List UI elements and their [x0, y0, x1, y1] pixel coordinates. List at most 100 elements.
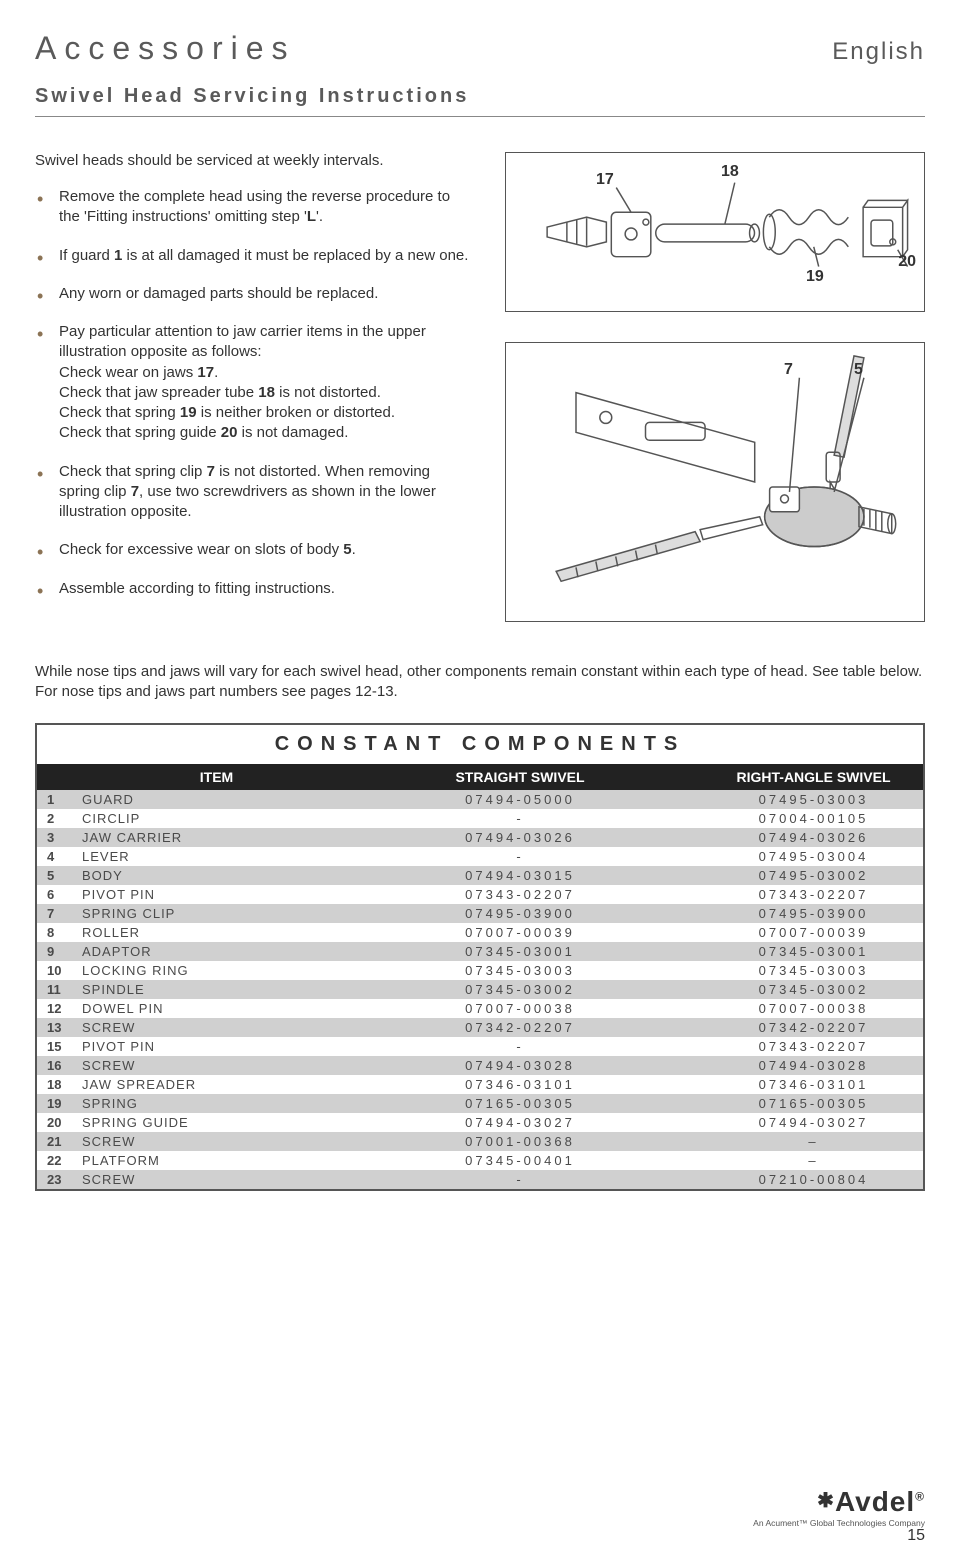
cell-straight: 07342-02207: [336, 1018, 704, 1037]
cell-right: 07495-03002: [704, 866, 924, 885]
header-straight: STRAIGHT SWIVEL: [336, 764, 704, 790]
cell-right: 07495-03003: [704, 790, 924, 809]
table-header-row: ITEM STRAIGHT SWIVEL RIGHT-ANGLE SWIVEL: [36, 764, 924, 790]
title-sub: Swivel Head Servicing Instructions: [35, 85, 925, 108]
bullet-item: Pay particular attention to jaw carrier …: [35, 322, 475, 444]
cell-right: 07342-02207: [704, 1018, 924, 1037]
label-5: 5: [854, 361, 863, 379]
bullet-item: Assemble according to fitting instructio…: [35, 579, 475, 599]
footer-logo: ✱Avdel® An Acument™ Global Technologies …: [753, 1486, 925, 1528]
cell-item: LEVER: [76, 847, 336, 866]
cell-right: 07004-00105: [704, 809, 924, 828]
cell-right: 07007-00038: [704, 999, 924, 1018]
label-7: 7: [784, 361, 793, 379]
cell-straight: 07494-05000: [336, 790, 704, 809]
cell-num: 19: [36, 1094, 76, 1113]
cell-item: ROLLER: [76, 923, 336, 942]
cell-straight: 07001-00368: [336, 1132, 704, 1151]
bullet-item: Check for excessive wear on slots of bod…: [35, 540, 475, 560]
table-row: 20SPRING GUIDE07494-0302707494-03027: [36, 1113, 924, 1132]
cell-item: JAW CARRIER: [76, 828, 336, 847]
table-row: 4LEVER-07495-03004: [36, 847, 924, 866]
cell-right: 07494-03028: [704, 1056, 924, 1075]
table-row: 8ROLLER07007-0003907007-00039: [36, 923, 924, 942]
cell-right: 07210-00804: [704, 1170, 924, 1190]
components-table: CONSTANT COMPONENTS ITEM STRAIGHT SWIVEL…: [35, 723, 925, 1191]
cell-straight: 07007-00039: [336, 923, 704, 942]
cell-right: –: [704, 1132, 924, 1151]
cell-num: 12: [36, 999, 76, 1018]
cell-right: 07343-02207: [704, 885, 924, 904]
bullet-item: Remove the complete head using the rever…: [35, 187, 475, 228]
cell-num: 13: [36, 1018, 76, 1037]
cell-num: 10: [36, 961, 76, 980]
table-row: 19SPRING07165-0030507165-00305: [36, 1094, 924, 1113]
cell-item: SCREW: [76, 1018, 336, 1037]
upper-diagram-svg: [506, 153, 924, 311]
cell-right: –: [704, 1151, 924, 1170]
table-intro: While nose tips and jaws will vary for e…: [35, 662, 925, 703]
cell-straight: -: [336, 847, 704, 866]
table-row: 12DOWEL PIN07007-0003807007-00038: [36, 999, 924, 1018]
cell-straight: 07345-03001: [336, 942, 704, 961]
cell-right: 07165-00305: [704, 1094, 924, 1113]
cell-item: LOCKING RING: [76, 961, 336, 980]
cell-straight: 07345-03002: [336, 980, 704, 999]
table-title: CONSTANT COMPONENTS: [36, 724, 924, 764]
cell-item: SPRING: [76, 1094, 336, 1113]
cell-num: 3: [36, 828, 76, 847]
cell-straight: -: [336, 1037, 704, 1056]
table-row: 11SPINDLE07345-0300207345-03002: [36, 980, 924, 999]
label-18: 18: [721, 163, 739, 181]
cell-num: 1: [36, 790, 76, 809]
cell-right: 07494-03027: [704, 1113, 924, 1132]
cell-straight: 07494-03015: [336, 866, 704, 885]
page-header: Accessories Swivel Head Servicing Instru…: [35, 30, 925, 117]
cell-right: 07495-03900: [704, 904, 924, 923]
cell-num: 2: [36, 809, 76, 828]
cell-item: SCREW: [76, 1056, 336, 1075]
cell-item: SPRING GUIDE: [76, 1113, 336, 1132]
cell-num: 7: [36, 904, 76, 923]
cell-straight: 07007-00038: [336, 999, 704, 1018]
header-item: ITEM: [36, 764, 336, 790]
label-19: 19: [806, 268, 824, 286]
text-column: Swivel heads should be serviced at weekl…: [35, 152, 475, 622]
content-row: Swivel heads should be serviced at weekl…: [35, 152, 925, 622]
cell-straight: 07346-03101: [336, 1075, 704, 1094]
cell-num: 15: [36, 1037, 76, 1056]
cell-item: ADAPTOR: [76, 942, 336, 961]
table-row: 10LOCKING RING07345-0300307345-03003: [36, 961, 924, 980]
cell-right: 07494-03026: [704, 828, 924, 847]
cell-num: 16: [36, 1056, 76, 1075]
table-row: 13SCREW07342-0220707342-02207: [36, 1018, 924, 1037]
brand-name: ✱Avdel®: [753, 1486, 925, 1518]
cell-right: 07345-03003: [704, 961, 924, 980]
bullet-item: Any worn or damaged parts should be repl…: [35, 284, 475, 304]
label-20: 20: [898, 253, 916, 271]
cell-num: 5: [36, 866, 76, 885]
bullet-item: Check that spring clip 7 is not distorte…: [35, 462, 475, 523]
cell-item: CIRCLIP: [76, 809, 336, 828]
cell-right: 07346-03101: [704, 1075, 924, 1094]
cell-item: PLATFORM: [76, 1151, 336, 1170]
cell-item: DOWEL PIN: [76, 999, 336, 1018]
cell-num: 9: [36, 942, 76, 961]
table-row: 16SCREW07494-0302807494-03028: [36, 1056, 924, 1075]
intro-text: Swivel heads should be serviced at weekl…: [35, 152, 475, 169]
table-row: 1GUARD07494-0500007495-03003: [36, 790, 924, 809]
page-number: 15: [907, 1527, 925, 1545]
cell-num: 20: [36, 1113, 76, 1132]
cell-num: 11: [36, 980, 76, 999]
table-row: 5BODY07494-0301507495-03002: [36, 866, 924, 885]
cell-num: 22: [36, 1151, 76, 1170]
cell-item: SPRING CLIP: [76, 904, 336, 923]
table-row: 22PLATFORM07345-00401–: [36, 1151, 924, 1170]
cell-item: PIVOT PIN: [76, 885, 336, 904]
cell-item: GUARD: [76, 790, 336, 809]
cell-straight: 07345-03003: [336, 961, 704, 980]
table-row: 6PIVOT PIN07343-0220707343-02207: [36, 885, 924, 904]
table-row: 2CIRCLIP-07004-00105: [36, 809, 924, 828]
cell-num: 8: [36, 923, 76, 942]
cell-straight: 07495-03900: [336, 904, 704, 923]
